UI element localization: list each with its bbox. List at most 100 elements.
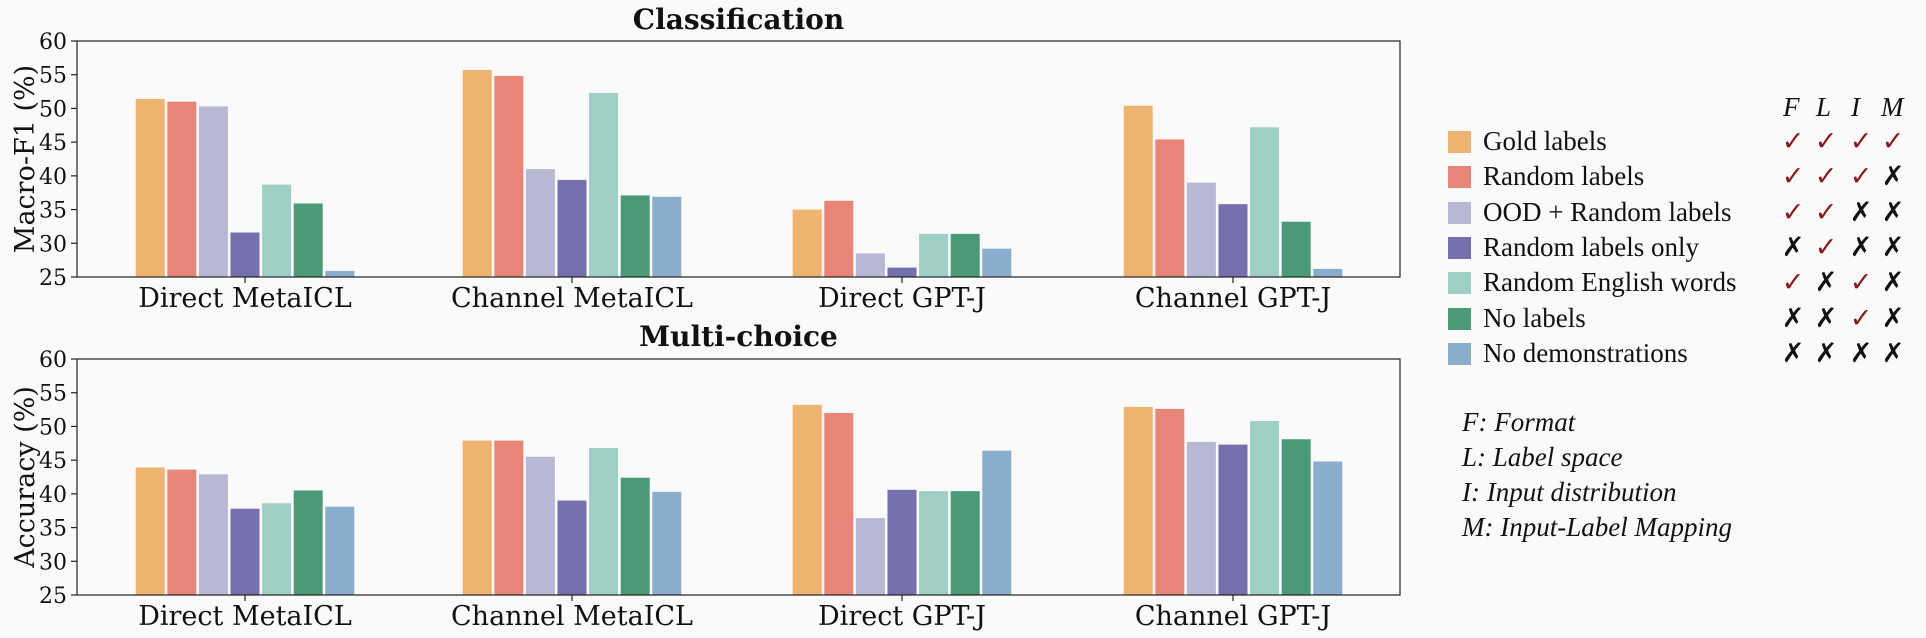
- chart-title: Classification: [633, 3, 844, 36]
- legend-header-f: F: [1783, 92, 1800, 122]
- bar: [525, 169, 555, 277]
- bar: [919, 233, 949, 277]
- legend-row: OOD + Random labels ✓ ✓ ✗ ✗: [1448, 195, 1918, 230]
- legend-swatch: [1448, 131, 1471, 153]
- check-icon: ✓: [1781, 267, 1805, 299]
- legend-header: F L I M: [1448, 92, 1918, 122]
- definition-input-distribution: I: Input distribution: [1462, 477, 1677, 507]
- check-icon: ✓: [1814, 196, 1838, 228]
- y-axis-label: Macro-F1 (%): [10, 65, 41, 253]
- cross-icon: ✗: [1849, 196, 1873, 228]
- legend-swatch: [1448, 236, 1471, 259]
- x-tick-label: Channel MetaICL: [451, 283, 693, 314]
- definition-format: F: Format: [1462, 407, 1576, 437]
- check-icon: ✓: [1849, 302, 1873, 334]
- cross-icon: ✗: [1814, 302, 1838, 334]
- cross-icon: ✗: [1814, 337, 1838, 369]
- bar: [1155, 408, 1185, 595]
- legend-row: Random labels only ✗ ✓ ✗ ✗: [1448, 230, 1918, 265]
- check-icon: ✓: [1814, 231, 1838, 263]
- bar: [792, 209, 822, 277]
- y-tick-label: 30: [39, 550, 67, 575]
- legend-row: Gold labels ✓ ✓ ✓ ✓: [1448, 124, 1918, 159]
- bar: [982, 450, 1012, 595]
- y-tick-label: 30: [39, 232, 67, 257]
- y-tick-label: 50: [39, 97, 67, 122]
- check-icon: ✓: [1849, 161, 1873, 193]
- legend-swatch: [1448, 342, 1471, 365]
- cross-icon: ✗: [1881, 231, 1905, 263]
- legend-row: No demonstrations ✗ ✗ ✗ ✗: [1448, 336, 1918, 371]
- bar: [262, 184, 292, 277]
- y-tick-label: 45: [39, 131, 67, 156]
- bar: [325, 506, 355, 595]
- check-icon: ✓: [1781, 126, 1805, 157]
- x-tick-label: Channel GPT-J: [1135, 601, 1331, 632]
- bar: [262, 503, 292, 595]
- legend-header-i: I: [1851, 92, 1860, 122]
- legend-header-l: L: [1816, 92, 1832, 122]
- bar: [1155, 139, 1185, 277]
- bar: [198, 474, 228, 595]
- legend-label: No labels: [1483, 302, 1586, 333]
- legend-label: Gold labels: [1483, 126, 1607, 156]
- y-tick-label: 25: [39, 266, 67, 291]
- legend-label: Random labels: [1483, 161, 1645, 192]
- bar: [620, 477, 650, 595]
- plot-frame: [76, 40, 1401, 278]
- bar: [855, 253, 885, 277]
- check-icon: ✓: [1849, 267, 1873, 299]
- bar: [652, 196, 682, 277]
- bar: [652, 491, 682, 595]
- bar: [135, 467, 165, 595]
- definition-label-space: L: Label space: [1462, 442, 1623, 472]
- bar: [620, 195, 650, 277]
- bar: [589, 448, 619, 595]
- cross-icon: ✗: [1881, 196, 1905, 228]
- y-tick-label: 35: [39, 199, 67, 224]
- bar: [824, 200, 854, 277]
- check-icon: ✓: [1881, 126, 1905, 157]
- check-icon: ✓: [1814, 126, 1838, 157]
- bar-charts: 25 30 35 40 45 50 55 60 Direct MetaICL Channel Me…: [10, 3, 1401, 632]
- cross-icon: ✗: [1849, 231, 1873, 263]
- bar: [1250, 421, 1280, 595]
- bar: [135, 98, 165, 277]
- bar: [462, 69, 492, 277]
- legend-label: Random labels only: [1483, 231, 1699, 262]
- bar: [1123, 406, 1153, 595]
- bar: [887, 489, 917, 595]
- bar: [1250, 127, 1280, 278]
- bar: [293, 203, 323, 277]
- cross-icon: ✗: [1781, 337, 1805, 369]
- bar: [1313, 268, 1343, 277]
- bar: [1186, 441, 1216, 595]
- plot-frame: [76, 358, 1401, 596]
- bar: [557, 500, 587, 595]
- bar: [525, 456, 555, 595]
- legend-swatch: [1448, 307, 1471, 330]
- bar: [1123, 105, 1153, 277]
- bar: [887, 267, 917, 277]
- y-tick-label: 40: [39, 165, 67, 190]
- bar: [1218, 444, 1248, 595]
- y-axis-label: Accuracy (%): [10, 386, 41, 569]
- bar: [494, 76, 524, 277]
- cross-icon: ✗: [1881, 302, 1905, 334]
- y-tick-label: 55: [39, 64, 67, 89]
- x-tick-label: Channel GPT-J: [1135, 283, 1331, 314]
- x-tick-label: Direct GPT-J: [818, 283, 986, 314]
- y-tick-label: 50: [39, 415, 67, 440]
- cross-icon: ✗: [1881, 337, 1905, 369]
- bar: [855, 518, 885, 595]
- y-tick-label: 55: [39, 382, 67, 407]
- cross-icon: ✗: [1781, 231, 1805, 263]
- legend-swatch: [1448, 272, 1471, 295]
- y-tick-label: 25: [39, 584, 67, 609]
- bar: [982, 248, 1012, 277]
- legend-label: OOD + Random labels: [1483, 196, 1732, 227]
- bar: [230, 508, 260, 595]
- cross-icon: ✗: [1781, 302, 1805, 334]
- bar: [230, 232, 260, 277]
- bar: [167, 469, 197, 595]
